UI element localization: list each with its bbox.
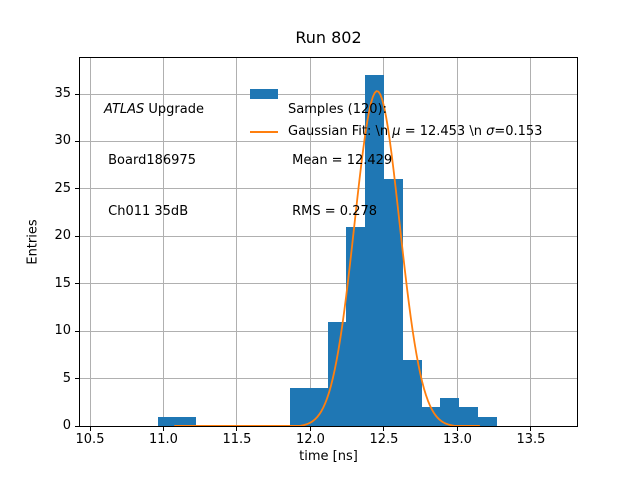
x-tick-label: 12.5 bbox=[369, 431, 399, 447]
histogram-bar bbox=[308, 388, 328, 426]
histogram-bar bbox=[459, 407, 478, 426]
histogram-bar bbox=[346, 226, 366, 426]
gauss-label-pre: Gaussian Fit: \n bbox=[288, 123, 393, 139]
x-tick-label: 11.0 bbox=[149, 431, 178, 447]
mu-symbol: μ bbox=[392, 123, 401, 139]
x-tick-mark bbox=[236, 427, 238, 431]
histogram-bar bbox=[290, 388, 309, 426]
y-gridline bbox=[80, 93, 577, 95]
x-gridline bbox=[89, 57, 91, 426]
y-tick-mark bbox=[75, 378, 79, 380]
y-tick-mark bbox=[75, 425, 79, 427]
x-tick-label: 11.5 bbox=[222, 431, 252, 447]
x-tick-mark bbox=[456, 427, 458, 431]
histogram-bar bbox=[440, 397, 460, 426]
y-gridline bbox=[80, 140, 577, 142]
legend-gauss-swatch bbox=[250, 130, 278, 133]
legend-samples-label: Samples (120): Mean = 12.429 RMS = 0.278 bbox=[288, 67, 392, 254]
histogram-bar bbox=[477, 416, 497, 426]
chart-title: Run 802 bbox=[295, 28, 362, 47]
legend-gauss-label: Gaussian Fit: \n μ = 12.453 \n σ=0.153 bbox=[288, 123, 542, 140]
y-tick-mark bbox=[75, 188, 79, 190]
histogram-bar bbox=[402, 359, 422, 426]
x-tick-label: 12.0 bbox=[296, 431, 325, 447]
legend-samples-swatch bbox=[250, 88, 278, 99]
histogram-bar bbox=[421, 407, 441, 426]
y-tick-mark bbox=[75, 93, 79, 95]
plot-area: ATLAS Upgrade Board186975 Ch011 35dB Sam… bbox=[79, 56, 578, 427]
legend: Samples (120): Mean = 12.429 RMS = 0.278… bbox=[80, 58, 577, 427]
x-tick-label: 13.0 bbox=[443, 431, 472, 447]
y-tick-label: 20 bbox=[54, 228, 71, 244]
atlas-label: ATLAS bbox=[104, 101, 145, 117]
x-tick-label: 13.5 bbox=[516, 431, 546, 447]
y-tick-label: 5 bbox=[62, 370, 71, 386]
legend-samples-line1: Samples (120): bbox=[288, 101, 387, 117]
histogram-bar bbox=[158, 416, 178, 426]
annotation-line-board: Board186975 bbox=[104, 152, 196, 168]
x-gridline bbox=[309, 57, 311, 426]
gaussian-fit-curve bbox=[174, 89, 481, 427]
y-tick-label: 25 bbox=[54, 180, 71, 196]
gauss-label-mid: = 12.453 \n bbox=[400, 123, 487, 139]
y-tick-mark bbox=[75, 283, 79, 285]
annotation-block: ATLAS Upgrade Board186975 Ch011 35dB bbox=[104, 67, 204, 254]
y-tick-label: 15 bbox=[54, 275, 71, 291]
annotation-line-channel: Ch011 35dB bbox=[104, 203, 189, 219]
x-tick-mark bbox=[162, 427, 164, 431]
histogram-bar bbox=[383, 179, 403, 426]
gauss-label-post: =0.153 bbox=[494, 123, 543, 139]
sigma-symbol: σ bbox=[486, 123, 495, 139]
y-gridline bbox=[80, 188, 577, 190]
x-axis-label: time [ns] bbox=[299, 449, 358, 464]
gaussian-curve-path bbox=[174, 89, 481, 427]
y-gridline bbox=[80, 283, 577, 285]
y-tick-mark bbox=[75, 330, 79, 332]
legend-samples-line3: RMS = 0.278 bbox=[288, 203, 378, 219]
annotation-line-atlas: ATLAS Upgrade bbox=[104, 101, 204, 118]
histogram-bar bbox=[365, 75, 384, 426]
x-tick-mark bbox=[530, 427, 532, 431]
y-tick-label: 30 bbox=[54, 133, 71, 149]
y-tick-mark bbox=[75, 235, 79, 237]
x-gridline bbox=[162, 57, 164, 426]
y-tick-mark bbox=[75, 140, 79, 142]
histogram-bar bbox=[177, 416, 197, 426]
x-gridline bbox=[530, 57, 532, 426]
y-tick-label: 0 bbox=[62, 418, 71, 433]
y-axis-label: Entries bbox=[25, 219, 41, 265]
y-tick-label: 10 bbox=[54, 323, 71, 339]
upgrade-label: Upgrade bbox=[144, 101, 204, 117]
histogram-bars-layer bbox=[80, 58, 577, 427]
x-tick-mark bbox=[383, 427, 385, 431]
y-tick-label: 35 bbox=[54, 86, 71, 102]
legend-samples-line2: Mean = 12.429 bbox=[288, 152, 393, 168]
y-gridline bbox=[80, 235, 577, 237]
x-tick-label: 10.5 bbox=[75, 431, 105, 447]
x-tick-mark bbox=[89, 427, 91, 431]
x-gridline bbox=[236, 57, 238, 426]
histogram-bar bbox=[327, 321, 347, 426]
x-gridline bbox=[456, 57, 458, 426]
x-tick-mark bbox=[309, 427, 311, 431]
